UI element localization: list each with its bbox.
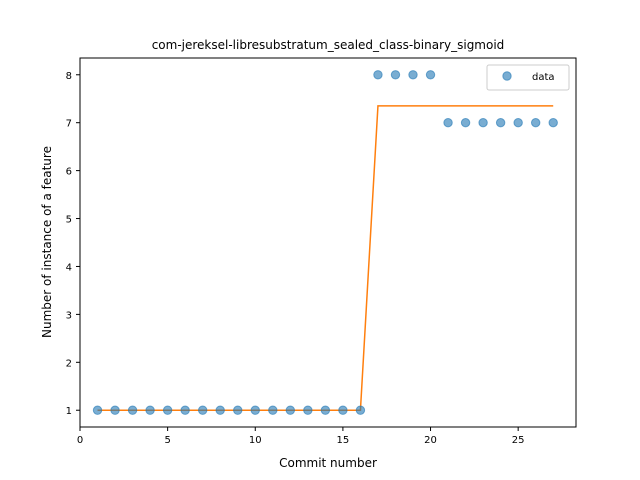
x-tick-label: 25 [512,435,525,446]
x-tick-label: 0 [77,435,83,446]
data-point [285,405,296,415]
plot-frame [79,57,577,428]
data-point [110,405,120,415]
x-axis-ticks: 0 5 10 15 20 25 [77,427,525,446]
data-point [513,117,523,128]
legend-frame [486,64,570,91]
data-point [197,405,208,415]
data-point [408,70,418,80]
x-tick-label: 15 [337,435,350,446]
y-tick-label: 6 [66,167,72,178]
data-point [303,405,313,415]
legend: data [486,64,570,91]
y-tick-label: 8 [66,71,72,82]
y-tick-label: 1 [66,406,72,417]
x-axis-title: Commit number [279,456,377,470]
data-point [548,117,558,128]
y-tick-label: 7 [66,119,72,130]
legend-marker [502,71,512,81]
data-point [530,117,541,128]
y-tick-label: 4 [66,262,72,273]
x-tick-label: 10 [249,435,262,446]
data-point [250,405,260,415]
x-tick-label: 5 [164,435,170,446]
data-point [145,405,155,415]
data-point [355,405,366,415]
fit-line [97,105,554,411]
y-tick-label: 3 [66,310,72,321]
data-point [162,405,173,415]
y-axis-title: Number of instance of a feature [40,146,54,338]
x-tick-label: 20 [424,435,437,446]
data-point [478,117,488,128]
points-layer [92,70,558,415]
data-point [127,405,138,415]
data-point [180,405,190,415]
fit-line-layer [97,105,554,411]
y-tick-label: 5 [66,215,72,226]
data-point [495,117,506,128]
chart-title: com-jereksel-libresubstratum_sealed_clas… [152,38,505,52]
data-point [233,405,243,415]
data-point [268,405,278,415]
data-point [215,405,225,415]
data-point [390,70,401,80]
data-point [460,117,471,128]
data-point [425,70,436,80]
legend-label: data [532,72,555,83]
data-point [338,405,348,415]
y-tick-label: 2 [66,358,72,369]
data-point [373,70,383,80]
y-axis-ticks: 1 2 3 4 5 6 7 8 [66,71,80,417]
data-point [92,405,103,415]
data-point [320,405,331,415]
data-point [443,117,453,128]
